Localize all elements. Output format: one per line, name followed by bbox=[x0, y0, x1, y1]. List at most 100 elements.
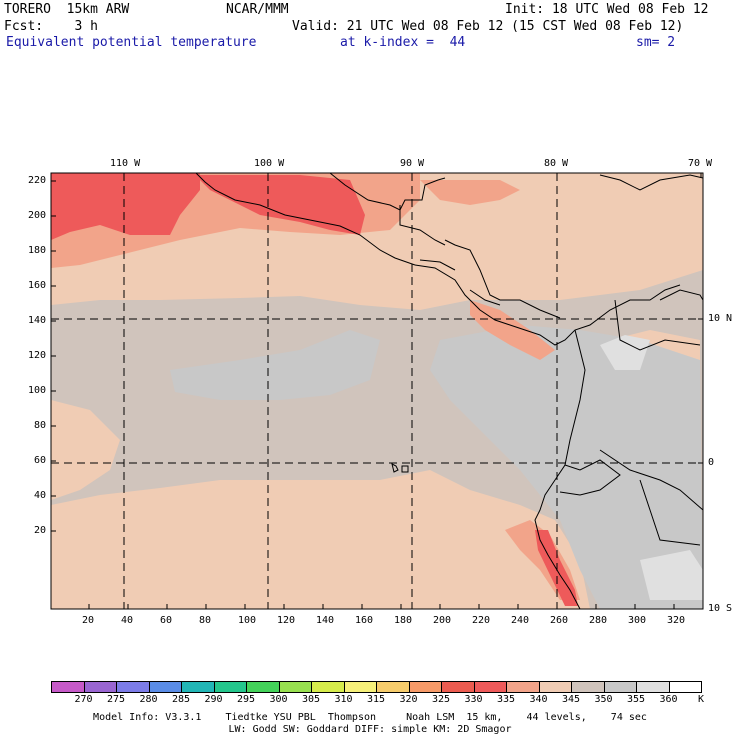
border-guatemala bbox=[399, 205, 446, 246]
lon-label-100w: 100 W bbox=[254, 158, 285, 169]
field-patch-355-central bbox=[170, 330, 380, 400]
colorbar-label: 285 bbox=[171, 694, 191, 705]
colorbar-swatch bbox=[636, 681, 670, 693]
organization-label: NCAR/MMM bbox=[226, 2, 289, 17]
y-tick-label: 140 bbox=[27, 315, 46, 326]
colorbar-label: 335 bbox=[496, 694, 516, 705]
coastline-colombia bbox=[534, 329, 586, 610]
x-tick-label: 160 bbox=[355, 615, 374, 626]
x-tick-label: 320 bbox=[667, 615, 686, 626]
x-tick-label: 260 bbox=[550, 615, 569, 626]
field-band-345-south bbox=[51, 470, 590, 609]
border-peru-brazil bbox=[639, 479, 701, 546]
colorbar-swatch bbox=[571, 681, 605, 693]
lat-label-0: 0 bbox=[708, 457, 715, 468]
colorbar-swatch bbox=[343, 681, 377, 693]
x-tick-label: 220 bbox=[472, 615, 491, 626]
colorbar-swatch bbox=[441, 681, 475, 693]
colorbar-label: 300 bbox=[269, 694, 288, 705]
x-tick-label: 100 bbox=[238, 615, 257, 626]
colorbar-swatch bbox=[181, 681, 215, 693]
x-tick-label: 60 bbox=[160, 615, 173, 626]
colorbar-label: 305 bbox=[301, 694, 321, 705]
colorbar-swatch bbox=[148, 681, 182, 693]
field-name: Equivalent potential temperature bbox=[6, 35, 257, 50]
y-tick-label: 120 bbox=[27, 350, 46, 361]
y-tick-label: 40 bbox=[33, 490, 46, 501]
border-colombia-peru bbox=[599, 449, 704, 511]
init-time: Init: 18 UTC Wed 08 Feb 12 bbox=[505, 2, 709, 17]
field-patch-355-east bbox=[430, 325, 703, 609]
valid-time: Valid: 21 UTC Wed 08 Feb 12 (15 CST Wed … bbox=[292, 19, 684, 34]
field-band-340-ne bbox=[420, 180, 520, 205]
x-tick-label: 280 bbox=[589, 615, 608, 626]
colorbar-swatch bbox=[116, 681, 150, 693]
smoothing-label: sm= 2 bbox=[636, 35, 676, 50]
y-tick-label: 200 bbox=[27, 210, 46, 221]
model-info-line2: LW: Godd SW: Goddard DIFF: simple KM: 2D… bbox=[228, 724, 512, 735]
colorbar-swatch bbox=[311, 681, 345, 693]
y-tick-label: 160 bbox=[27, 280, 46, 291]
x-tick-label: 80 bbox=[199, 615, 212, 626]
colorbar-label: 310 bbox=[334, 694, 353, 705]
colorbar-swatch bbox=[83, 681, 117, 693]
y-tick-label: 100 bbox=[27, 385, 46, 396]
y-tick-label: 60 bbox=[33, 455, 46, 466]
coastline-gulf bbox=[329, 172, 446, 211]
border-honduras bbox=[419, 259, 456, 271]
field-band-335-nw bbox=[51, 173, 200, 240]
x-tick-label: 200 bbox=[433, 615, 452, 626]
colorbar-label: 355 bbox=[626, 694, 646, 705]
forecast-hour: Fcst: 3 h bbox=[4, 19, 98, 34]
coastline-caribbean bbox=[444, 239, 561, 319]
border-ecuador bbox=[559, 459, 621, 496]
colorbar-label: 325 bbox=[431, 694, 451, 705]
border-nicaragua bbox=[469, 289, 501, 306]
colorbar-swatch bbox=[668, 681, 702, 693]
field-band-345-west bbox=[51, 400, 120, 500]
model-info-line1: Model Info: V3.3.1 Tiedtke YSU PBL Thomp… bbox=[93, 712, 647, 723]
colorbar-swatch bbox=[278, 681, 312, 693]
x-tick-label: 120 bbox=[277, 615, 296, 626]
colorbar-label: 275 bbox=[106, 694, 126, 705]
colorbar-swatch bbox=[603, 681, 637, 693]
colorbar-swatch bbox=[506, 681, 540, 693]
coastline-cuba bbox=[599, 174, 704, 191]
lon-label-70w: 70 W bbox=[688, 158, 713, 169]
colorbar-label: 290 bbox=[204, 694, 223, 705]
colorbar-label: 340 bbox=[529, 694, 548, 705]
lon-label-90w: 90 W bbox=[400, 158, 425, 169]
galapagos bbox=[391, 463, 409, 473]
colorbar-swatch bbox=[213, 681, 247, 693]
border-colombia-venezuela bbox=[614, 299, 701, 351]
colorbar-label: 360 bbox=[659, 694, 678, 705]
colorbar-label: 350 bbox=[594, 694, 613, 705]
x-tick-label: 140 bbox=[316, 615, 335, 626]
border-venezuela bbox=[659, 289, 704, 301]
colorbar-label: 320 bbox=[399, 694, 418, 705]
field-band-340-costa bbox=[470, 300, 555, 360]
field-patch-360-east bbox=[600, 335, 650, 370]
lat-label-10n: 10 N bbox=[708, 313, 733, 324]
colorbar-label: 280 bbox=[139, 694, 158, 705]
y-tick-label: 80 bbox=[33, 420, 46, 431]
colorbar-unit: K bbox=[698, 694, 705, 705]
colorbar-swatch bbox=[246, 681, 280, 693]
field-patch-360-south bbox=[640, 550, 703, 600]
level-label: at k-index = 44 bbox=[340, 35, 466, 50]
colorbar-swatch bbox=[538, 681, 572, 693]
x-tick-label: 20 bbox=[82, 615, 95, 626]
model-title: TORERO 15km ARW bbox=[4, 2, 130, 17]
x-tick-label: 180 bbox=[394, 615, 413, 626]
x-tick-label: 240 bbox=[511, 615, 530, 626]
field-band-335-mex bbox=[195, 175, 365, 235]
lon-label-110w: 110 W bbox=[110, 158, 141, 169]
x-tick-label: 300 bbox=[628, 615, 647, 626]
colorbar-swatch bbox=[376, 681, 410, 693]
y-tick-label: 180 bbox=[27, 245, 46, 256]
lat-label-10s: 10 S bbox=[708, 603, 733, 614]
colorbar-label: 345 bbox=[561, 694, 581, 705]
colorbar-label: 295 bbox=[236, 694, 256, 705]
colorbar-swatch bbox=[473, 681, 507, 693]
